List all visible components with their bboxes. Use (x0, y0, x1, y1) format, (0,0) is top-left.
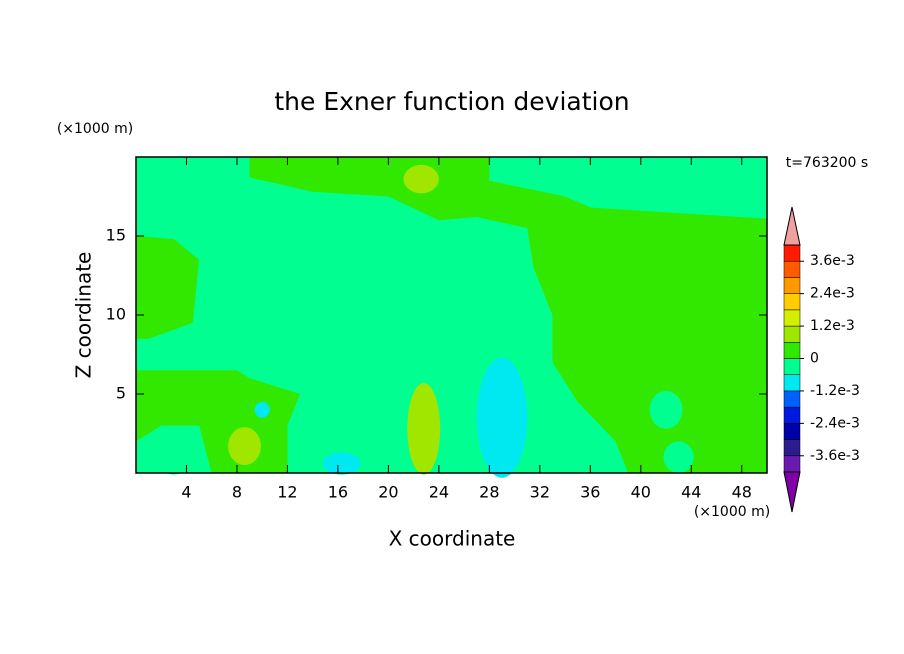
x-tick-label: 24 (429, 483, 449, 502)
colorbar-tick-label: 2.4e-3 (810, 286, 855, 302)
y-tick-label: 15 (106, 226, 126, 245)
x-tick-label: 40 (631, 483, 651, 502)
colorbar-tick-label: -3.6e-3 (810, 448, 860, 464)
y-unit: (×1000 m) (57, 121, 133, 137)
colorbar-tick-label: 1.2e-3 (810, 318, 855, 334)
colorbar-tick-label: -1.2e-3 (810, 383, 860, 399)
contour-region (254, 401, 270, 418)
contour-region (476, 357, 528, 478)
colorbar-over (783, 206, 801, 246)
contour-region (663, 441, 694, 474)
time-annotation: t=763200 s (786, 155, 868, 171)
contour-region (649, 390, 683, 429)
x-tick-label: 48 (732, 483, 752, 502)
colorbar-box (783, 374, 801, 392)
x-tick-label: 12 (277, 483, 297, 502)
colorbar-box (783, 342, 801, 359)
x-tick-label: 32 (530, 483, 550, 502)
contour-region (322, 452, 361, 475)
chart-title: the Exner function deviation (274, 87, 629, 116)
contour-region (407, 382, 441, 475)
colorbar-tick-label: 3.6e-3 (810, 253, 855, 269)
x-tick-label: 16 (328, 483, 348, 502)
colorbar-box (783, 439, 801, 457)
x-tick-label: 44 (681, 483, 701, 502)
x-unit: (×1000 m) (694, 504, 770, 520)
colorbar-box (783, 260, 801, 278)
colorbar-box (783, 244, 801, 262)
colorbar-box (783, 325, 801, 343)
colorbar-tick-label: -2.4e-3 (810, 415, 860, 431)
x-axis-label: X coordinate (389, 527, 516, 551)
y-tick-label: 5 (116, 384, 126, 403)
contour-region (228, 427, 261, 466)
contour-region (249, 157, 767, 473)
contour-region (154, 430, 193, 475)
colorbar-box (783, 277, 801, 294)
y-axis-label: Z coordinate (72, 252, 96, 379)
x-tick-label: 28 (479, 483, 499, 502)
colorbar-box (783, 358, 801, 375)
x-tick-label: 20 (378, 483, 398, 502)
colorbar-box (783, 455, 801, 473)
colorbar-box (783, 293, 801, 311)
x-tick-label: 8 (232, 483, 242, 502)
contour-region (403, 164, 439, 194)
colorbar-box (783, 423, 801, 440)
y-tick-label: 10 (106, 305, 126, 324)
colorbar-box (783, 309, 801, 327)
colorbar-box (783, 406, 801, 424)
colorbar-box (783, 390, 801, 408)
colorbar-tick-label: 0 (810, 351, 819, 367)
colorbar-under (783, 471, 801, 513)
x-tick-label: 4 (181, 483, 191, 502)
x-tick-label: 36 (580, 483, 600, 502)
contour-region (136, 236, 200, 339)
